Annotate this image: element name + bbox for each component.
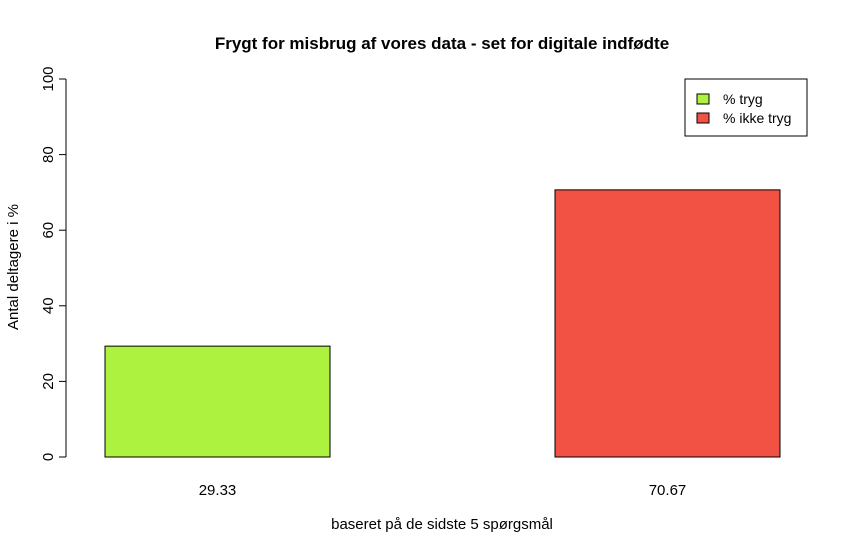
y-tick-label: 80 [40,146,57,163]
bar-labels: 29.33 70.67 [199,482,687,499]
legend-label-ikke-tryg: % ikke tryg [723,110,791,126]
y-tick-label: 0 [40,453,57,461]
legend-label-tryg: % tryg [723,91,763,107]
chart-title: Frygt for misbrug af vores data - set fo… [215,34,669,53]
y-tick-label: 20 [40,373,57,390]
bar-category-label: 29.33 [199,482,237,499]
y-tick-label: 60 [40,222,57,239]
y-axis-label: Antal deltagere i % [5,204,22,330]
bar [554,189,781,458]
y-tick-label: 40 [40,297,57,314]
y-tick-label: 100 [40,66,57,91]
legend-swatch-tryg [696,93,710,105]
x-axis-label: baseret på de sidste 5 spørgsmål [331,516,553,533]
y-axis: 0 20 40 60 80 100 [40,66,67,461]
legend-box [684,78,808,137]
legend-swatch-ikke-tryg [696,112,710,124]
legend: % tryg % ikke tryg [684,78,808,137]
bar-category-label: 70.67 [649,482,687,499]
bars [104,189,781,458]
bar [104,345,331,458]
